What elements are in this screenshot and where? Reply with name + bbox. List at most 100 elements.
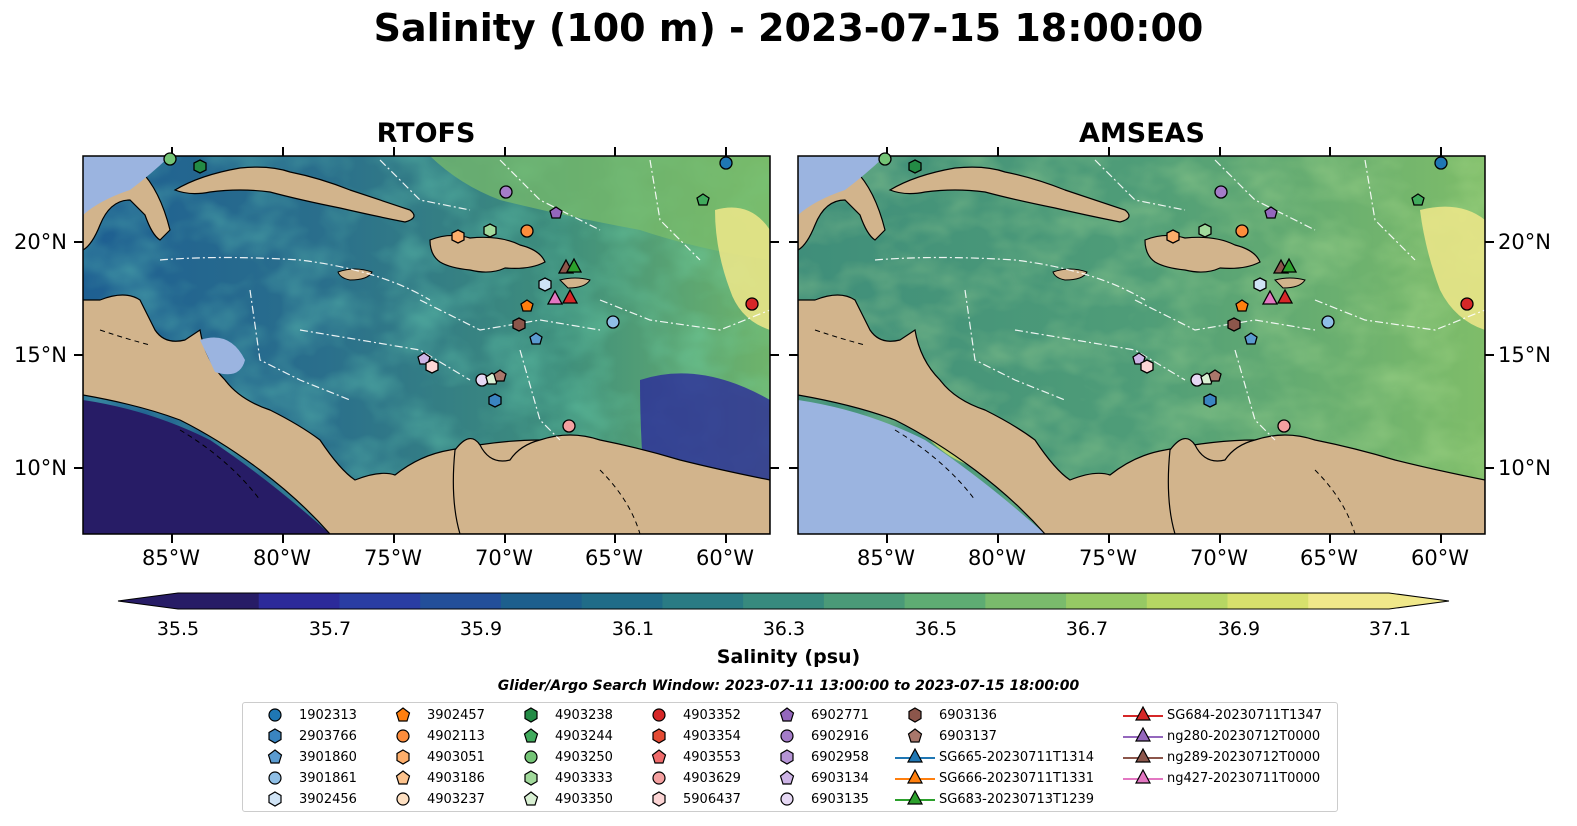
legend-entry-label: 4903350 [555, 791, 613, 807]
cuba-land [888, 166, 1130, 223]
marker-SG683 [1280, 257, 1298, 273]
legend-entry-label: 4903354 [683, 728, 741, 744]
map-rtofs [83, 156, 770, 534]
colorbar-extend-high [1389, 593, 1449, 609]
marker-4903333 [483, 223, 497, 238]
legend-entry: 6903137 [893, 726, 997, 746]
map-rtofs-frame [82, 155, 771, 535]
marker-3901861 [1321, 315, 1335, 329]
legend-entry: 4903333 [509, 768, 613, 788]
marker-4903352 [745, 297, 759, 311]
legend-entry-label: SG666-20230711T1331 [939, 770, 1095, 786]
colorbar-segment [985, 593, 1067, 609]
marker-6903137 [493, 369, 507, 382]
gulf-shelf [798, 156, 885, 215]
marker-4903051 [451, 229, 465, 244]
marker-6902771 [549, 206, 563, 219]
legend-triangle-line-icon [895, 789, 935, 805]
colorbar-segment [420, 593, 502, 609]
legend-entry-label: 6903135 [811, 791, 869, 807]
legend-entry-label: 6903134 [811, 770, 869, 786]
legend-entry: SG684-20230711T1347 [1121, 705, 1322, 725]
pacific-low-salinity [83, 400, 330, 534]
legend-entry-label: 6903136 [939, 707, 997, 723]
legend-circle-icon [396, 729, 410, 743]
eez-boundaries [874, 159, 1485, 441]
marker-3902457 [520, 299, 534, 312]
marker-3902456 [1253, 277, 1267, 292]
colorbar-tick-label: 37.1 [1368, 618, 1412, 640]
colorbar-outline [117, 592, 1450, 610]
legend-entry-label: 4903186 [427, 770, 485, 786]
legend-entry: 4903238 [509, 705, 613, 725]
colorbar-tick-label: 36.1 [611, 618, 655, 640]
legend-entry: ng280-20230712T0000 [1121, 726, 1320, 746]
marker-1902313 [1434, 156, 1448, 170]
lon-label-75w-left: 75°W [364, 546, 422, 570]
colorbar-segment [904, 593, 986, 609]
legend-entry: 5906437 [637, 789, 741, 809]
colorbar-tick-label: 36.3 [762, 618, 806, 640]
marker-4903238 [908, 159, 922, 174]
legend-pentagon-icon [779, 770, 795, 785]
legend-entry-label: SG683-20230713T1239 [939, 791, 1095, 807]
marker-4903629 [1277, 419, 1291, 433]
legend-entry: 6903134 [765, 768, 869, 788]
colorbar-segment [1146, 593, 1229, 609]
legend-entry-label: 3901861 [299, 770, 357, 786]
panel-title-rtofs: RTOFS [376, 118, 476, 149]
legend-pentagon-icon [267, 749, 283, 764]
marker-SG684 [561, 288, 579, 304]
legend-entry-label: 6902771 [811, 707, 869, 723]
legend-entry: 6902771 [765, 705, 869, 725]
colorbar-extend-low [118, 593, 178, 609]
legend-entry-label: SG684-20230711T1347 [1167, 707, 1323, 723]
legend-hexagon-icon [268, 728, 282, 744]
legend-hexagon-icon [268, 791, 282, 807]
lon-label-75w-right: 75°W [1079, 546, 1137, 570]
eez-boundaries [159, 159, 770, 441]
legend-hexagon-icon [396, 749, 410, 765]
legend-entry-label: 4903352 [683, 707, 741, 723]
marker-ng427 [546, 289, 564, 305]
legend-entry-label: 4903244 [555, 728, 613, 744]
legend-entry-label: 2903766 [299, 728, 357, 744]
legend-entry-label: 4903333 [555, 770, 613, 786]
lon-label-80w-left: 80°W [253, 546, 311, 570]
marker-4903333 [1198, 223, 1212, 238]
legend-entry-label: ng289-20230712T0000 [1167, 749, 1321, 765]
legend-pentagon-icon [523, 791, 539, 806]
observation-markers-amseas [878, 152, 1474, 433]
legend-entry: 4903350 [509, 789, 613, 809]
marker-6903136 [512, 317, 526, 332]
legend-entry-label: 4903237 [427, 791, 485, 807]
legend-triangle-line-icon [1123, 768, 1163, 784]
marker-3901860 [529, 332, 543, 345]
colorbar-tick-label: 35.7 [308, 618, 352, 640]
lat-label-15n-left: 15°N [14, 343, 67, 367]
marker-5906437 [1140, 359, 1154, 374]
legend-pentagon-icon [395, 770, 411, 785]
colorbar-tick-label: 36.5 [914, 618, 958, 640]
legend-hexagon-icon [652, 728, 666, 744]
legend-entry: 4903553 [637, 747, 741, 767]
marker-6902916 [499, 185, 513, 199]
marker-1902313 [719, 156, 733, 170]
legend-circle-icon [268, 771, 282, 785]
legend: 1902313 2903766 3901860 3901861 3902456 39024… [242, 702, 1338, 812]
legend-circle-icon [652, 771, 666, 785]
hispaniola-land [429, 234, 546, 273]
marker-5906437 [425, 359, 439, 374]
lat-label-10n-right: 10°N [1498, 456, 1551, 480]
marker-3902457 [1235, 299, 1249, 312]
marker-4903244 [1411, 193, 1425, 206]
colorbar-label: Salinity (psu) [716, 646, 861, 668]
legend-hexagon-icon [524, 770, 538, 786]
south-america-land [1167, 434, 1485, 534]
marker-SG684 [1276, 288, 1294, 304]
legend-entry: 1902313 [253, 705, 357, 725]
legend-entry: 4903051 [381, 747, 485, 767]
marker-4902113 [520, 224, 534, 238]
legend-triangle-line-icon [1123, 747, 1163, 763]
marker-SG683 [565, 257, 583, 273]
